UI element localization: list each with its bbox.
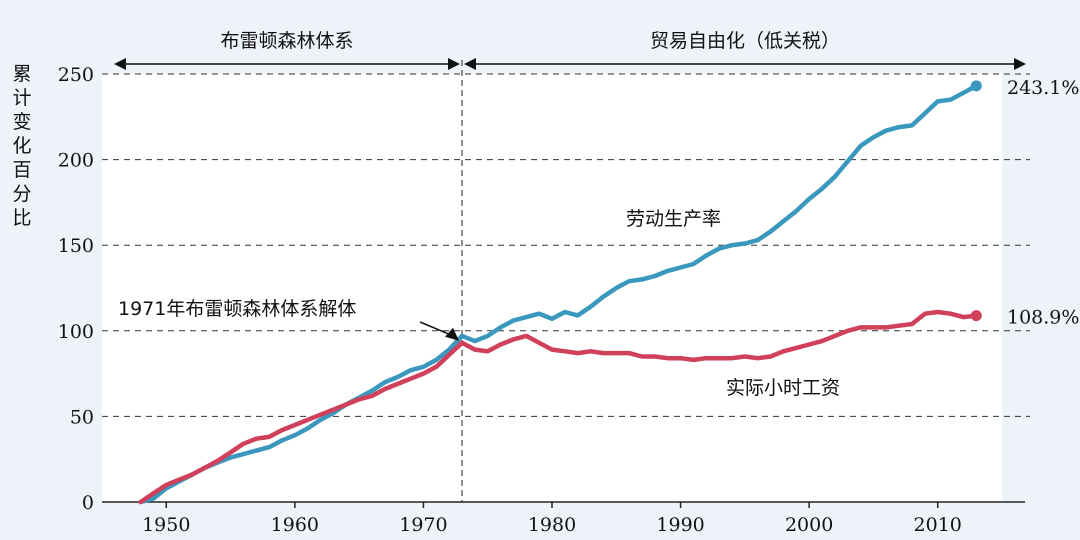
y-axis: 0 50 100 150 200 250 bbox=[58, 64, 94, 514]
period-arrow-left bbox=[114, 58, 126, 70]
annotation-group: 1971年布雷顿森林体系解体 bbox=[118, 298, 459, 341]
plot-area bbox=[102, 74, 1002, 502]
series-endpoint bbox=[970, 310, 982, 322]
series-endpoint bbox=[970, 80, 982, 92]
x-tick-label: 1950 bbox=[142, 514, 190, 536]
y-tick-label: 150 bbox=[58, 235, 94, 257]
period-arrow-right bbox=[448, 58, 460, 70]
x-tick-label: 2010 bbox=[914, 514, 962, 536]
y-tick-label: 100 bbox=[58, 321, 94, 343]
y-axis-label: 累计变化百分比 bbox=[12, 63, 31, 229]
x-tick-label: 1970 bbox=[399, 514, 447, 536]
series-end-label: 243.1% bbox=[1007, 77, 1079, 99]
series-end-label: 108.9% bbox=[1007, 307, 1079, 329]
y-tick-label: 0 bbox=[82, 492, 94, 514]
y-tick-label: 50 bbox=[70, 406, 94, 428]
x-tick-label: 1960 bbox=[271, 514, 319, 536]
period-arrow-left bbox=[464, 58, 476, 70]
y-tick-label: 200 bbox=[58, 150, 94, 172]
period-arrows: 布雷顿森林体系 贸易自由化（低关税） bbox=[114, 30, 1026, 502]
period-label: 贸易自由化（低关税） bbox=[650, 30, 840, 52]
annotation-arrow-line bbox=[419, 321, 454, 337]
annotation-arrow-head bbox=[445, 327, 459, 341]
x-tick-label: 1980 bbox=[528, 514, 576, 536]
series-label-wage: 实际小时工资 bbox=[726, 377, 840, 399]
x-tick-label: 2000 bbox=[785, 514, 833, 536]
series-line-wage bbox=[138, 309, 979, 505]
series-lines: 243.1% 劳动生产率 108.9% 实际小时工资 bbox=[138, 77, 1079, 505]
x-tick-label: 1990 bbox=[656, 514, 704, 536]
y-tick-label: 250 bbox=[58, 64, 94, 86]
period-label: 布雷顿森林体系 bbox=[220, 30, 353, 52]
period-arrow-right bbox=[1014, 58, 1026, 70]
series-label-productivity: 劳动生产率 bbox=[626, 208, 721, 230]
x-axis: 1950 1960 1970 1980 1990 2000 2010 bbox=[102, 501, 1025, 536]
grid-lines bbox=[102, 73, 1030, 417]
series-line-productivity bbox=[138, 83, 979, 505]
annotation-text: 1971年布雷顿森林体系解体 bbox=[118, 298, 356, 320]
